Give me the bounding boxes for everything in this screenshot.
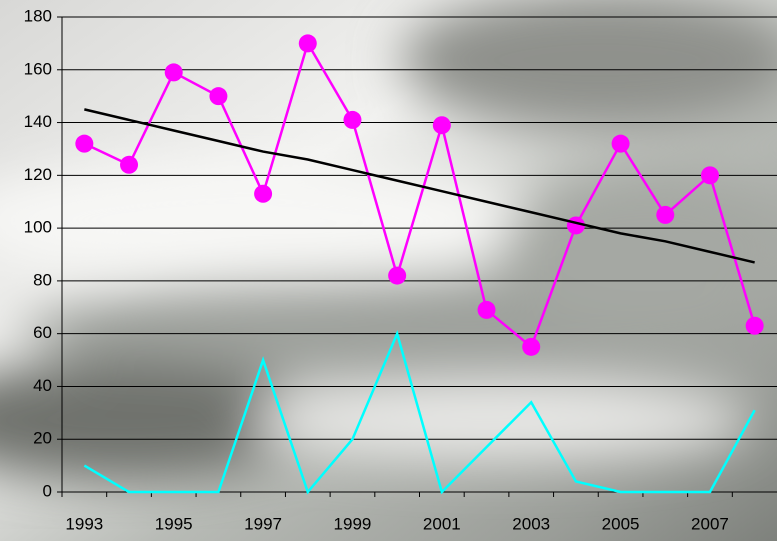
- x-tick-label: 2005: [602, 514, 640, 533]
- y-tick-label: 180: [24, 6, 52, 25]
- data-point: [120, 156, 138, 174]
- data-point: [299, 34, 317, 52]
- y-tick-label: 120: [24, 165, 52, 184]
- x-tick-label: 1999: [334, 514, 372, 533]
- data-point: [612, 135, 630, 153]
- x-tick-label: 1995: [155, 514, 193, 533]
- data-point: [343, 111, 361, 129]
- x-tick-label: 2001: [423, 514, 461, 533]
- data-point: [701, 166, 719, 184]
- y-tick-label: 100: [24, 218, 52, 237]
- y-tick-label: 20: [33, 429, 52, 448]
- chart: 0 20 40 60 80 100 120 140 160 180 1993 1995 1997 1999…: [0, 0, 777, 541]
- data-point: [522, 338, 540, 356]
- data-point: [478, 301, 496, 319]
- data-point: [209, 87, 227, 105]
- x-tick-label: 2007: [691, 514, 729, 533]
- y-tick-label: 40: [33, 376, 52, 395]
- x-tick-label: 2003: [512, 514, 550, 533]
- y-tick-label: 60: [33, 323, 52, 342]
- y-tick-label: 0: [43, 481, 52, 500]
- y-tick-label: 80: [33, 270, 52, 289]
- x-tick-label: 1993: [65, 514, 103, 533]
- data-point: [656, 206, 674, 224]
- y-tick-label: 140: [24, 112, 52, 131]
- x-tick-label: 1997: [244, 514, 282, 533]
- data-point: [746, 317, 764, 335]
- data-point: [388, 267, 406, 285]
- data-point: [254, 185, 272, 203]
- data-point: [433, 116, 451, 134]
- page: {"chart_data": {"type": "line", "categor…: [0, 0, 777, 541]
- data-point: [165, 63, 183, 81]
- y-tick-label: 160: [24, 59, 52, 78]
- data-point: [75, 135, 93, 153]
